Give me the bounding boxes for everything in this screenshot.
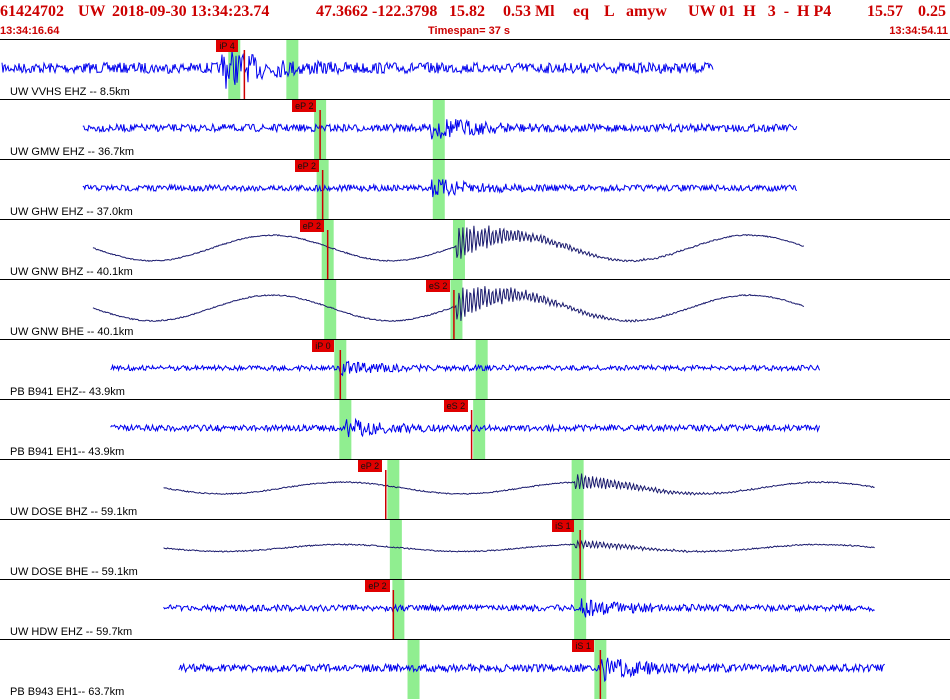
station-channel-label: PB B943 EH1-- 63.7km xyxy=(10,686,125,698)
analyst-source: amyw xyxy=(626,3,667,20)
waveform-trace xyxy=(82,178,798,198)
depth: 15.82 xyxy=(449,3,485,20)
channel-panel[interactable]: eP 2 UW DOSE BHZ -- 59.1km xyxy=(0,459,950,519)
channel-panel[interactable]: eP 2 UW GHW EHZ -- 37.0km xyxy=(0,159,950,219)
pick-flag[interactable]: eP 2 xyxy=(292,100,317,112)
analysis-window xyxy=(387,460,400,519)
waveform-trace xyxy=(1,51,714,89)
station-channel-label: UW DOSE BHE -- 59.1km xyxy=(10,566,138,578)
waveform-trace xyxy=(92,286,805,323)
window-end-time: 13:34:54.11 xyxy=(889,25,948,37)
station-channel-label: UW HDW EHZ -- 59.7km xyxy=(10,626,133,638)
channel-panel[interactable]: eS 2 PB B941 EH1-- 43.9km xyxy=(0,399,950,459)
origin-datetime: 2018-09-30 13:34:23.74 xyxy=(112,3,270,20)
waveform-trace xyxy=(110,360,821,377)
pick-flag[interactable]: eP 2 xyxy=(294,160,319,172)
waveform-trace xyxy=(178,657,885,683)
pick-flag[interactable]: iS 1 xyxy=(552,520,574,532)
waveform-trace xyxy=(110,417,821,438)
channel-panel[interactable]: eP 2 UW GMW EHZ -- 36.7km xyxy=(0,99,950,159)
waveform-plot[interactable] xyxy=(0,340,950,399)
event-type: eq xyxy=(573,3,589,20)
channel-panel[interactable]: iS 1 UW DOSE BHE -- 59.1km xyxy=(0,519,950,579)
waveform-plot[interactable] xyxy=(0,520,950,579)
analysis-window xyxy=(389,520,402,579)
window-start-time: 13:34:16.64 xyxy=(0,25,60,37)
pick-flag[interactable]: iP 4 xyxy=(216,40,238,52)
analysis-window xyxy=(324,280,337,339)
analysis-window xyxy=(571,460,584,519)
geo-type: L xyxy=(604,3,615,20)
magnitude: 0.53 Ml xyxy=(503,3,555,20)
station-channel-label: UW DOSE BHZ -- 59.1km xyxy=(10,506,138,518)
waveform-plot[interactable] xyxy=(0,640,950,699)
waveform-plot[interactable] xyxy=(0,280,950,339)
channel-panel[interactable]: iP 0 PB B941 EHZ-- 43.9km xyxy=(0,339,950,399)
waveform-plot[interactable] xyxy=(0,220,950,279)
event-id: 61424702 xyxy=(0,3,64,20)
event-summary-bar: 61424702 UW 2018-09-30 13:34:23.74 47.36… xyxy=(0,0,950,24)
station-channel-label: UW GMW EHZ -- 36.7km xyxy=(10,146,135,158)
waveform-plot[interactable] xyxy=(0,100,950,159)
waveform-trace xyxy=(163,539,875,553)
channel-panel[interactable]: eS 2 UW GNW BHE -- 40.1km xyxy=(0,279,950,339)
pick-flag[interactable]: iP 0 xyxy=(312,340,334,352)
analysis-window xyxy=(452,220,465,279)
analysis-window xyxy=(473,400,486,459)
channel-panel[interactable]: eP 2 UW HDW EHZ -- 59.7km xyxy=(0,579,950,639)
waveform-plot[interactable] xyxy=(0,160,950,219)
station-channel-label: UW GNW BHE -- 40.1km xyxy=(10,326,134,338)
analysis-window xyxy=(475,340,488,399)
summary-value-2: 0.25 xyxy=(918,3,946,20)
summary-value-1: 15.57 xyxy=(867,3,903,20)
solution-info: UW 01 H 3 - H P4 xyxy=(688,3,832,20)
pick-flag[interactable]: eS 2 xyxy=(425,280,451,292)
waveform-plot[interactable] xyxy=(0,40,950,99)
seismogram-panels: iP 4 UW VVHS EHZ -- 8.5km eP 2 UW GMW EHZ -… xyxy=(0,39,950,700)
analysis-window xyxy=(339,400,352,459)
station-channel-label: PB B941 EHZ-- 43.9km xyxy=(10,386,125,398)
waveform-plot[interactable] xyxy=(0,400,950,459)
waveform-trace xyxy=(163,473,875,496)
latitude: 47.3662 xyxy=(316,3,368,20)
time-scale-bar: 13:34:16.64 Timespan= 37 s 13:34:54.11 xyxy=(0,24,950,38)
waveform-plot[interactable] xyxy=(0,580,950,639)
analysis-window xyxy=(432,160,445,219)
station-channel-label: UW GHW EHZ -- 37.0km xyxy=(10,206,133,218)
longitude: -122.3798 xyxy=(372,3,438,20)
network-code: UW xyxy=(78,3,106,20)
pick-flag[interactable]: eS 2 xyxy=(443,400,469,412)
pick-flag[interactable]: iS 1 xyxy=(572,640,594,652)
waveform-trace xyxy=(163,598,875,618)
station-channel-label: PB B941 EH1-- 43.9km xyxy=(10,446,125,458)
pick-flag[interactable]: eP 2 xyxy=(299,220,325,232)
pick-flag[interactable]: eP 2 xyxy=(357,460,383,472)
waveform-plot[interactable] xyxy=(0,460,950,519)
waveform-trace xyxy=(82,119,798,140)
station-channel-label: UW GNW BHZ -- 40.1km xyxy=(10,266,133,278)
channel-panel[interactable]: iS 1 PB B943 EH1-- 63.7km xyxy=(0,639,950,699)
channel-panel[interactable]: eP 2 UW GNW BHZ -- 40.1km xyxy=(0,219,950,279)
waveform-trace xyxy=(92,225,805,263)
station-channel-label: UW VVHS EHZ -- 8.5km xyxy=(10,86,130,98)
timespan-label: Timespan= 37 s xyxy=(428,25,511,37)
pick-flag[interactable]: eP 2 xyxy=(365,580,390,592)
channel-panel[interactable]: iP 4 UW VVHS EHZ -- 8.5km xyxy=(0,39,950,99)
